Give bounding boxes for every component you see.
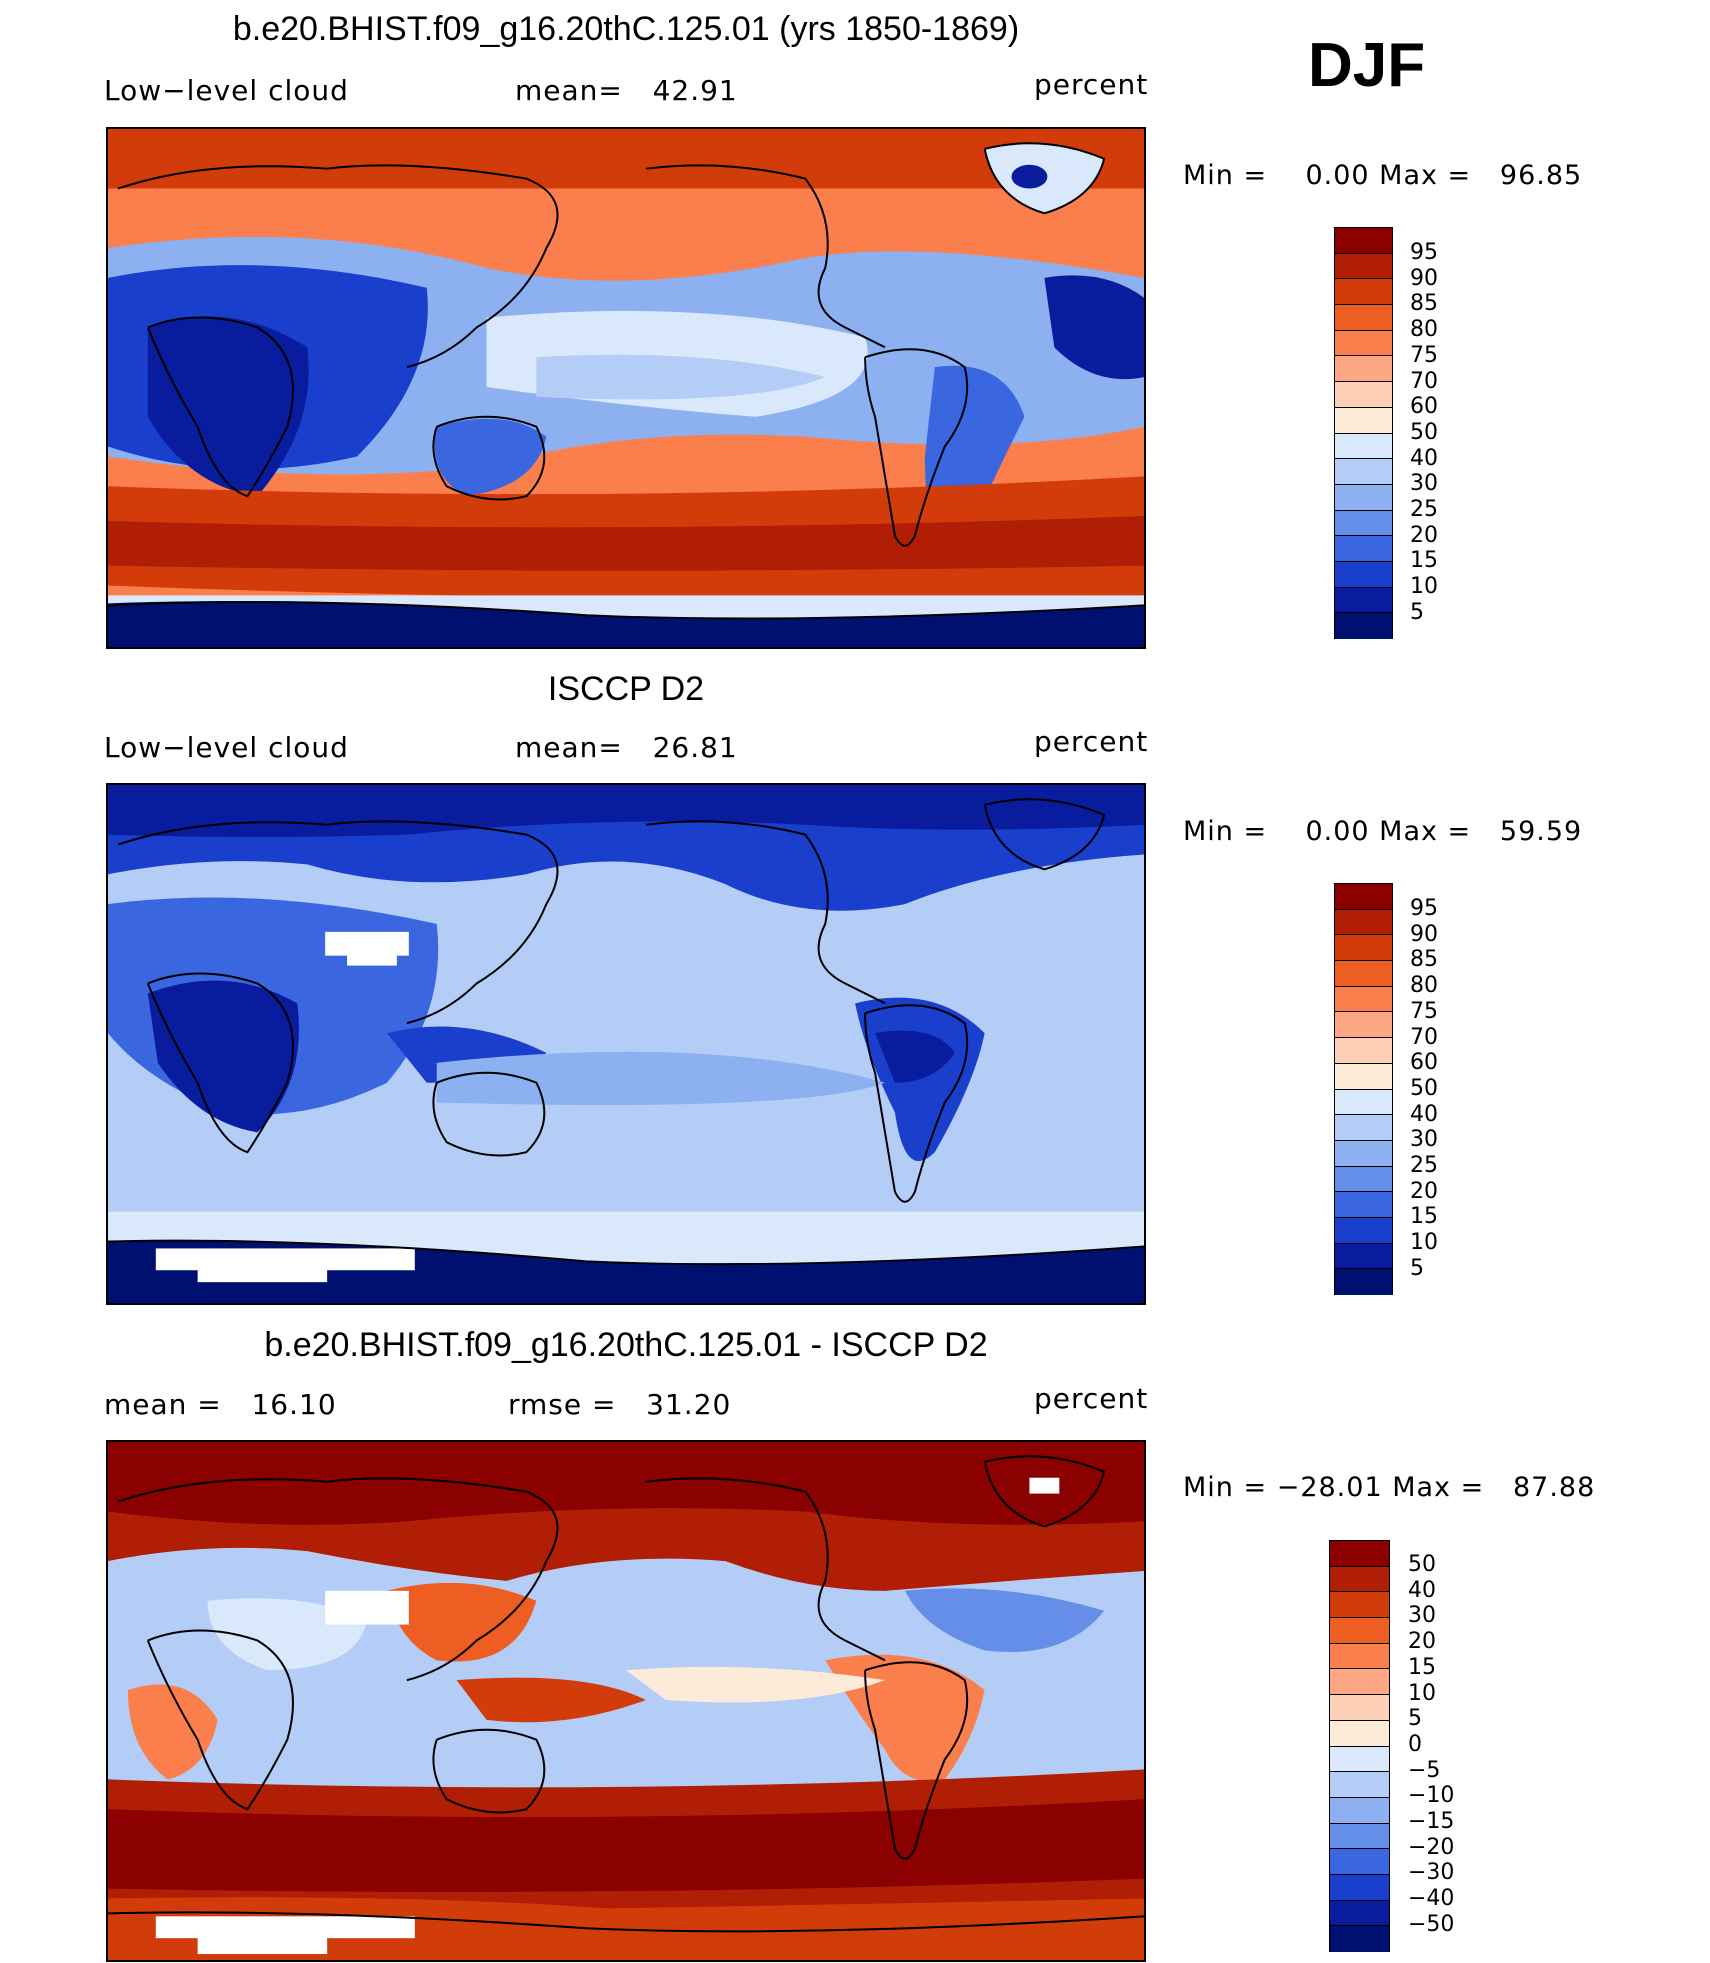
cbar-label: 30 bbox=[1410, 471, 1438, 497]
panel1-minmax: Min = 0.00 Max = 96.85 bbox=[1183, 160, 1583, 191]
cbar-label: 25 bbox=[1410, 1153, 1438, 1178]
cbar-label: 20 bbox=[1408, 1629, 1436, 1655]
cbar-label: 85 bbox=[1410, 947, 1438, 973]
panel1-map-svg bbox=[108, 129, 1144, 647]
cbar-label: −50 bbox=[1408, 1911, 1455, 1937]
panel3-colorbar bbox=[1329, 1540, 1390, 1952]
panel2-units-label: percent bbox=[1034, 725, 1149, 758]
cbar-label: −10 bbox=[1408, 1783, 1455, 1809]
cbar-label: 95 bbox=[1410, 896, 1438, 921]
cbar-label: −20 bbox=[1408, 1834, 1455, 1860]
cbar-label: 10 bbox=[1408, 1680, 1436, 1706]
cbar-label: 75 bbox=[1410, 342, 1438, 368]
cbar-label: 20 bbox=[1410, 1178, 1438, 1204]
cbar-label: 40 bbox=[1410, 1101, 1438, 1127]
cbar-label: 90 bbox=[1410, 921, 1438, 947]
cbar-label: 70 bbox=[1410, 1024, 1438, 1050]
cbar-label: 50 bbox=[1410, 1075, 1438, 1101]
panel2-map bbox=[106, 783, 1146, 1305]
panel2-coastlines bbox=[108, 798, 1144, 1266]
cbar-label: 15 bbox=[1410, 1204, 1438, 1230]
cbar-label: 80 bbox=[1410, 973, 1438, 999]
panel3-units-label: percent bbox=[1034, 1382, 1149, 1415]
cbar-label: −30 bbox=[1408, 1860, 1455, 1886]
cbar-label: −40 bbox=[1408, 1886, 1455, 1912]
cbar-label: 5 bbox=[1408, 1706, 1422, 1732]
panel2-map-svg bbox=[108, 785, 1144, 1303]
cbar-label: 90 bbox=[1410, 265, 1438, 291]
cbar-label: 85 bbox=[1410, 291, 1438, 317]
cbar-label: 40 bbox=[1408, 1577, 1436, 1603]
panel3-minmax: Min = −28.01 Max = 87.88 bbox=[1183, 1472, 1596, 1503]
cbar-label: 50 bbox=[1410, 419, 1438, 445]
panel2-colorbar bbox=[1334, 883, 1393, 1295]
panel1-variable-label: Low−level cloud bbox=[104, 74, 349, 107]
cbar-label: −5 bbox=[1408, 1757, 1441, 1783]
cbar-label: 30 bbox=[1410, 1127, 1438, 1153]
cbar-label: 20 bbox=[1410, 522, 1438, 548]
cbar-label: 0 bbox=[1408, 1731, 1422, 1757]
cbar-label: 30 bbox=[1408, 1603, 1436, 1629]
panel3-title: b.e20.BHIST.f09_g16.20thC.125.01 - ISCCP… bbox=[264, 1326, 988, 1364]
cbar-label: 15 bbox=[1410, 548, 1438, 574]
panel1-title: b.e20.BHIST.f09_g16.20thC.125.01 (yrs 18… bbox=[232, 10, 1020, 48]
cbar-label: −15 bbox=[1408, 1809, 1455, 1834]
cbar-label: 50 bbox=[1408, 1552, 1436, 1577]
cbar-label: 40 bbox=[1410, 445, 1438, 471]
panel1-coastlines bbox=[108, 142, 1144, 620]
season-label: DJF bbox=[1308, 31, 1426, 100]
panel2-minmax: Min = 0.00 Max = 59.59 bbox=[1183, 816, 1583, 847]
panel3-mean-label: mean = 16.10 bbox=[104, 1388, 337, 1421]
cbar-label: 5 bbox=[1410, 599, 1424, 625]
cbar-label: 10 bbox=[1410, 574, 1438, 600]
cbar-label: 70 bbox=[1410, 368, 1438, 394]
panel3-map-svg bbox=[108, 1442, 1144, 1960]
panel2-variable-label: Low−level cloud bbox=[104, 731, 349, 764]
cbar-label: 80 bbox=[1410, 317, 1438, 343]
cbar-label: 10 bbox=[1410, 1230, 1438, 1256]
panel3-coastlines bbox=[108, 1455, 1144, 1933]
panel3-rmse-label: rmse = 31.20 bbox=[508, 1388, 732, 1421]
panel2-mean-label: mean= 26.81 bbox=[515, 731, 738, 764]
cbar-label: 60 bbox=[1410, 394, 1438, 420]
cbar-label: 25 bbox=[1410, 497, 1438, 522]
panel2-title: ISCCP D2 bbox=[547, 670, 705, 708]
cbar-label: 60 bbox=[1410, 1050, 1438, 1076]
cbar-label: 75 bbox=[1410, 998, 1438, 1024]
cbar-label: 95 bbox=[1410, 240, 1438, 265]
panel1-mean-label: mean= 42.91 bbox=[515, 74, 738, 107]
panel1-colorbar bbox=[1334, 227, 1393, 639]
cbar-label: 5 bbox=[1410, 1255, 1424, 1281]
panel3-map bbox=[106, 1440, 1146, 1962]
panel1-units-label: percent bbox=[1034, 68, 1149, 101]
panel1-map bbox=[106, 127, 1146, 649]
cbar-label: 15 bbox=[1408, 1654, 1436, 1680]
